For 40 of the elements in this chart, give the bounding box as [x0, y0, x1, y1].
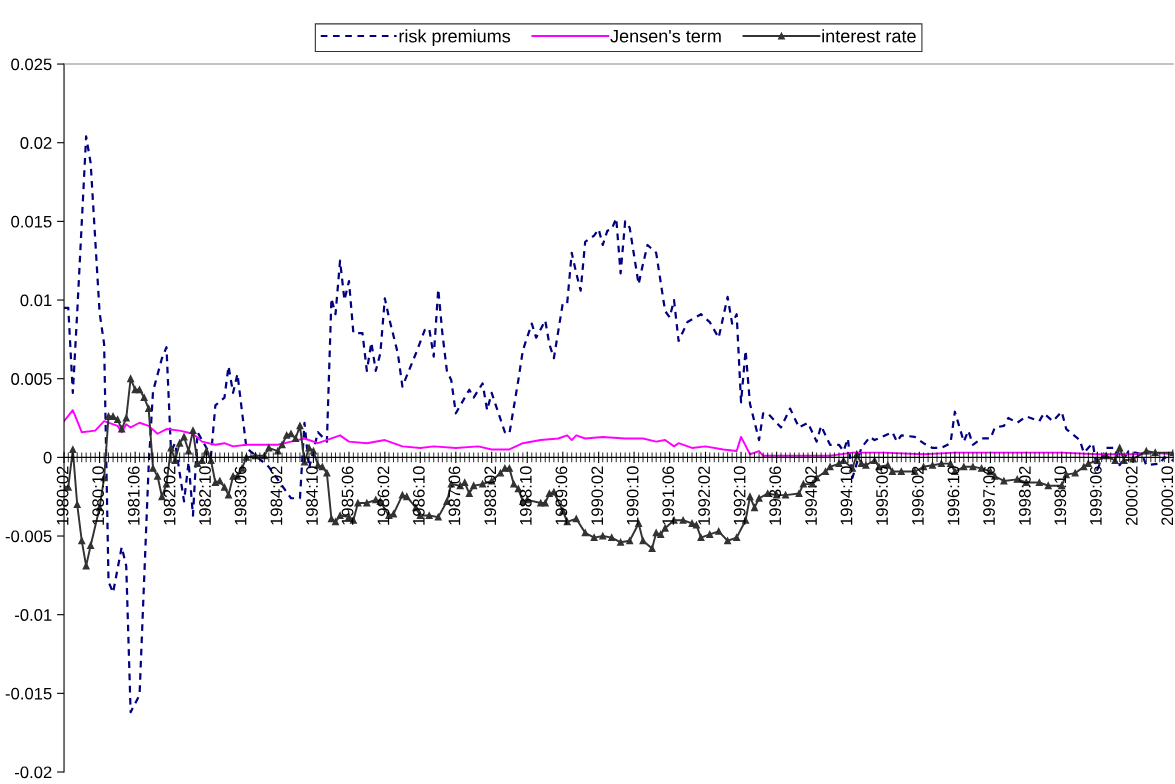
- x-tick-label: 1982:02: [163, 466, 176, 525]
- x-tick-label: 1983:06: [234, 466, 247, 525]
- legend-label: risk premiums: [399, 29, 511, 47]
- y-tick-label: -0.015: [5, 687, 52, 700]
- y-tick-label: -0.005: [5, 530, 52, 543]
- x-tick-label: 1992:10: [733, 466, 746, 525]
- x-tick-label: 1995:06: [876, 466, 888, 525]
- legend-label: interest rate: [822, 29, 916, 43]
- x-tick-label: 1990:02: [591, 466, 604, 525]
- y-tick-label: -0.02: [14, 766, 52, 779]
- x-tick-label: 1990:10: [626, 466, 639, 525]
- x-tick-label: 1980:10: [92, 466, 105, 525]
- y-tick-label: 0.005: [11, 373, 52, 385]
- x-tick-label: 1999:06: [1089, 466, 1102, 525]
- x-tick-label: 1994:02: [805, 466, 817, 525]
- x-tick-label: 1988:02: [484, 466, 497, 525]
- y-tick-label: 0.015: [11, 215, 52, 228]
- y-tick-label: 0: [43, 451, 52, 464]
- x-tick-label: 1991:06: [662, 466, 675, 525]
- x-tick-label: 1984:02: [270, 466, 283, 525]
- x-tick-label: 1992:02: [698, 466, 710, 525]
- x-tick-label: 1984:10: [306, 466, 318, 525]
- x-tick-label: 1988:10: [519, 466, 532, 525]
- x-tick-label: 2000:02: [1125, 466, 1138, 526]
- x-tick-label: 1982:10: [199, 466, 211, 525]
- legend-label: Jensen's term: [610, 29, 721, 43]
- x-tick-label: 1996:10: [947, 466, 960, 525]
- x-tick-label: 1980:02: [56, 466, 69, 525]
- y-tick-label: 0.02: [20, 137, 52, 149]
- y-tick-label: 0.01: [20, 294, 52, 307]
- x-tick-label: 1998:10: [1054, 466, 1067, 525]
- x-tick-label: 1981:06: [127, 466, 140, 525]
- x-tick-label: 1989:06: [555, 466, 568, 525]
- y-tick-label: 0.025: [11, 58, 52, 71]
- x-tick-label: 1998:02: [1018, 466, 1031, 525]
- x-tick-label: 1994:10: [840, 466, 853, 525]
- x-tick-label: 1986:02: [377, 466, 390, 525]
- x-tick-label: 2000:10: [1161, 466, 1174, 526]
- y-tick-label: -0.01: [14, 609, 52, 621]
- x-tick-label: 1986:10: [412, 466, 425, 525]
